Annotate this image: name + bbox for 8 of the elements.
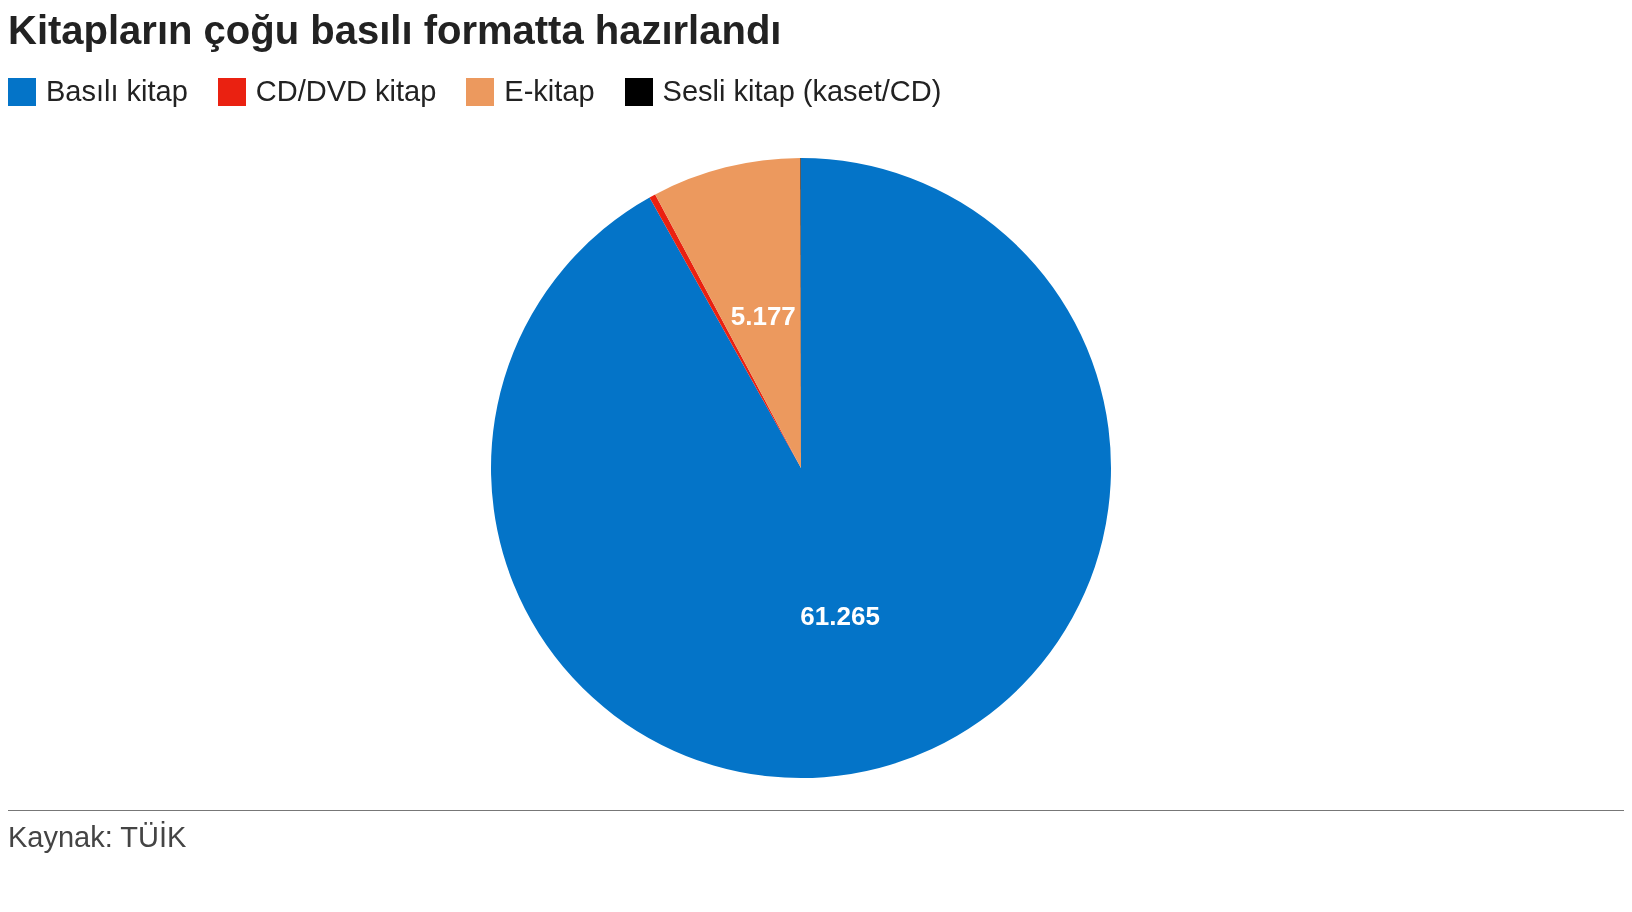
data-label: 61.265 bbox=[800, 601, 880, 632]
legend-label: Sesli kitap (kaset/CD) bbox=[662, 75, 942, 108]
data-label: 5.177 bbox=[730, 300, 796, 331]
chart-title: Kitapların çoğu basılı formatta hazırlandı bbox=[8, 8, 783, 53]
legend-label: E-kitap bbox=[504, 75, 595, 108]
legend-label: Basılı kitap bbox=[46, 75, 188, 108]
legend-label: CD/DVD kitap bbox=[255, 75, 437, 108]
text: Kaynak: TÜİK bbox=[8, 821, 188, 854]
